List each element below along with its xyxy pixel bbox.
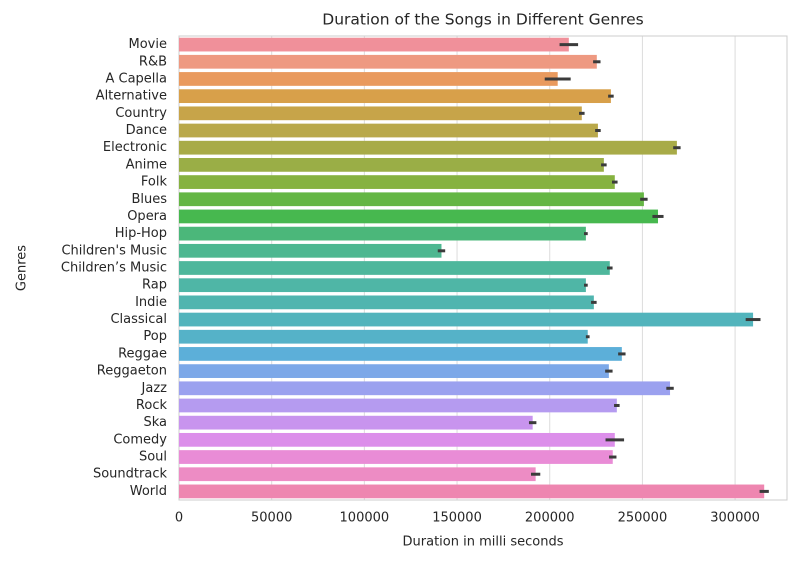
- bar: [179, 226, 586, 241]
- bar: [179, 140, 677, 155]
- bar: [179, 415, 533, 430]
- x-tick-label: 200000: [525, 511, 575, 526]
- x-tick-label: 250000: [618, 511, 668, 526]
- bar: [179, 175, 615, 189]
- y-axis-label: Genres: [15, 245, 30, 291]
- bar: [179, 54, 597, 69]
- bar: [179, 381, 671, 396]
- x-tick-label: 50000: [251, 511, 292, 526]
- y-tick-label: R&B: [139, 54, 167, 69]
- y-tick-label: Dance: [126, 123, 167, 138]
- bar: [179, 209, 658, 224]
- bar: [179, 37, 569, 52]
- bar: [179, 295, 594, 310]
- y-tick-label: Country: [115, 106, 167, 121]
- y-tick-label: Blues: [131, 192, 167, 207]
- bar: [179, 158, 604, 172]
- bar: [179, 347, 622, 361]
- y-tick-label: Alternative: [96, 89, 167, 104]
- y-tick-label: Ska: [143, 415, 167, 430]
- y-tick-label: Reggaeton: [97, 364, 167, 379]
- bar: [179, 192, 644, 207]
- y-tick-label: Hip-Hop: [115, 226, 167, 241]
- y-tick-label: Soul: [139, 450, 167, 465]
- y-tick-label: Children's Music: [61, 243, 167, 258]
- y-tick-label: Soundtrack: [93, 467, 167, 482]
- y-tick-label: A Capella: [105, 71, 167, 86]
- bar: [179, 261, 610, 275]
- bar: [179, 72, 558, 86]
- bar: [179, 467, 536, 482]
- y-tick-label: Movie: [129, 37, 167, 52]
- bar: [179, 398, 617, 413]
- y-tick-label: Anime: [126, 157, 167, 172]
- y-tick-label: Rap: [142, 278, 167, 293]
- bar: [179, 432, 615, 447]
- bar: [179, 450, 613, 464]
- bar: [179, 89, 611, 104]
- bar: [179, 106, 582, 121]
- x-tick-label: 100000: [340, 511, 390, 526]
- y-tick-label: Reggae: [118, 346, 167, 361]
- bar: [179, 484, 765, 499]
- y-tick-label: World: [130, 484, 167, 499]
- y-tick-label: Electronic: [103, 140, 167, 155]
- x-axis-label: Duration in milli seconds: [403, 535, 564, 550]
- x-tick-label: 300000: [710, 511, 760, 526]
- y-tick-label: Jazz: [141, 381, 168, 396]
- y-tick-label: Indie: [135, 295, 167, 310]
- y-tick-label: Children’s Music: [61, 261, 167, 276]
- y-tick-label: Comedy: [113, 432, 167, 447]
- bar: [179, 329, 588, 344]
- x-tick-label: 0: [175, 511, 183, 526]
- y-tick-label: Pop: [143, 329, 167, 344]
- x-tick-label: 150000: [432, 511, 482, 526]
- bar: [179, 312, 754, 327]
- bar: [179, 243, 442, 258]
- chart-title: Duration of the Songs in Different Genre…: [322, 11, 643, 29]
- bar: [179, 278, 586, 293]
- y-tick-label: Rock: [136, 398, 168, 413]
- bar: [179, 123, 598, 138]
- bar: [179, 364, 609, 378]
- y-tick-label: Folk: [141, 175, 168, 190]
- y-tick-label: Opera: [127, 209, 167, 224]
- y-tick-label: Classical: [110, 312, 167, 327]
